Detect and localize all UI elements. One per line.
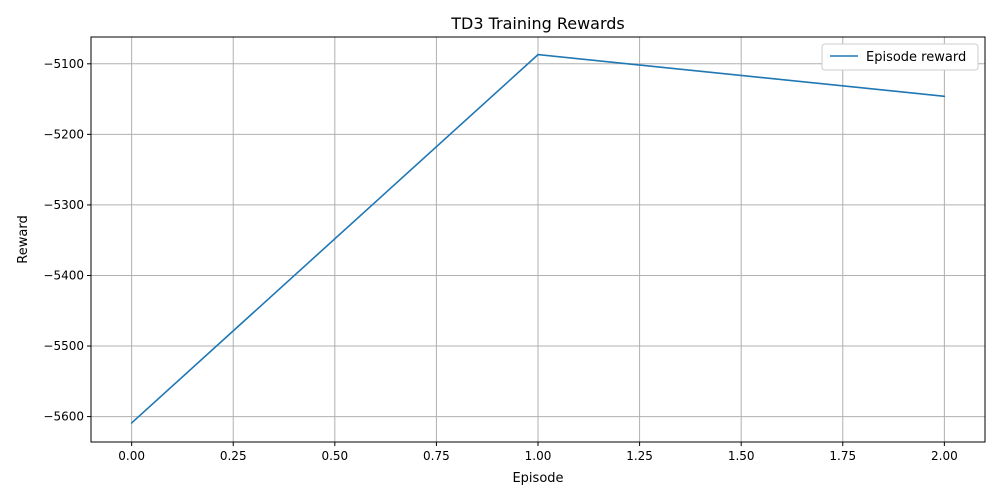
y-tick-label: −5500 xyxy=(43,339,84,353)
x-tick-label: 1.00 xyxy=(525,449,552,463)
y-tick-label: −5600 xyxy=(43,410,84,424)
x-tick-label: 2.00 xyxy=(931,449,958,463)
grid xyxy=(91,37,985,442)
series-layer xyxy=(130,53,946,424)
x-tick-label: 1.25 xyxy=(626,449,653,463)
y-axis-label: Reward xyxy=(16,215,31,263)
data-point xyxy=(130,422,133,424)
x-tick-label: 0.00 xyxy=(118,449,145,463)
x-tick-label: 0.75 xyxy=(423,449,450,463)
y-tick-label: −5400 xyxy=(43,268,84,282)
x-tick-label: 1.50 xyxy=(728,449,755,463)
x-axis-label: Episode xyxy=(512,471,563,486)
x-tick-label: 0.50 xyxy=(321,449,348,463)
legend-box xyxy=(821,43,979,71)
data-point xyxy=(943,95,946,98)
x-tick-label: 0.25 xyxy=(220,449,247,463)
legend: Episode reward xyxy=(821,43,979,71)
y-tick-label: −5300 xyxy=(43,198,84,212)
x-axis-ticks: 0.00 0.25 0.50 0.75 1.00 1.25 1.50 1.75 2.00 xyxy=(118,442,958,463)
y-tick-label: −5200 xyxy=(43,127,84,141)
data-point xyxy=(537,53,539,56)
legend-label: Episode reward xyxy=(866,50,966,65)
x-tick-label: 1.75 xyxy=(829,449,856,463)
chart-title: TD3 Training Rewards xyxy=(450,14,625,33)
y-axis-ticks: −5600 −5500 −5400 −5300 −5200 −5100 xyxy=(43,57,91,424)
y-tick-label: −5100 xyxy=(43,57,84,71)
